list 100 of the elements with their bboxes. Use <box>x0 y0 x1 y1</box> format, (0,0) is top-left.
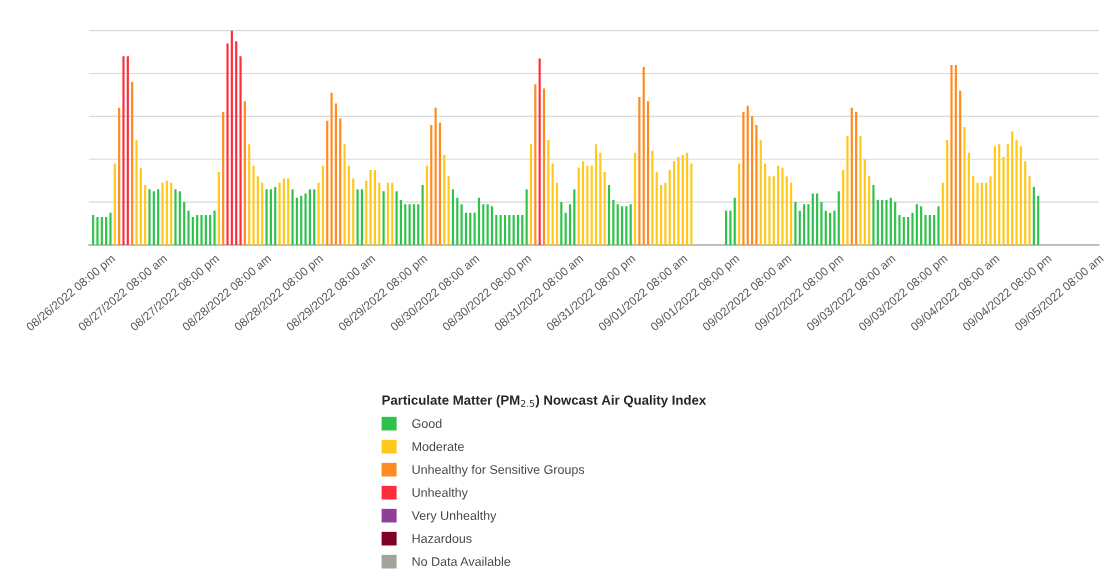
bar <box>560 202 563 245</box>
bar <box>846 135 849 245</box>
bar <box>469 212 472 245</box>
bar <box>551 163 554 245</box>
bar <box>157 189 160 245</box>
bar <box>235 41 238 245</box>
bar <box>612 199 615 245</box>
bar <box>629 204 632 245</box>
bar <box>876 199 879 245</box>
bar <box>447 176 450 245</box>
bar <box>555 182 559 245</box>
bar <box>508 214 511 245</box>
bar <box>980 182 983 245</box>
bar <box>473 212 476 245</box>
bar <box>850 107 853 245</box>
bar <box>1028 176 1031 245</box>
bar <box>460 204 463 245</box>
bar <box>131 82 134 245</box>
bar <box>724 210 728 245</box>
bar <box>243 101 246 245</box>
bar <box>868 176 871 245</box>
bar <box>174 189 177 245</box>
bar <box>252 165 255 245</box>
bar <box>729 210 732 245</box>
bar <box>421 184 424 245</box>
bar <box>790 182 793 245</box>
bar <box>521 214 524 245</box>
bar <box>985 182 988 245</box>
bar <box>937 206 940 245</box>
bar <box>378 182 381 245</box>
bar <box>738 163 741 245</box>
bar <box>330 92 333 245</box>
bar <box>386 182 390 245</box>
bar <box>287 178 290 245</box>
bar <box>339 118 342 245</box>
bar <box>581 161 585 245</box>
bar <box>568 204 572 245</box>
bar <box>187 210 190 245</box>
bar <box>382 191 385 245</box>
bar <box>573 189 576 245</box>
bar <box>816 193 819 245</box>
legend-label: Moderate <box>412 441 464 451</box>
bar <box>148 189 151 245</box>
bar <box>369 169 372 245</box>
bar <box>742 112 745 245</box>
bar <box>1032 187 1035 245</box>
bar <box>408 204 411 245</box>
bar <box>681 154 684 245</box>
bar <box>295 197 298 245</box>
bar <box>191 217 194 245</box>
bar <box>967 152 970 245</box>
bar <box>946 139 949 245</box>
legend-label: Hazardous <box>412 533 472 543</box>
bar <box>829 212 832 245</box>
bar <box>672 161 676 245</box>
bar <box>590 165 593 245</box>
bar <box>456 197 459 245</box>
bar <box>109 212 112 245</box>
bar <box>941 182 944 245</box>
bar <box>395 191 398 245</box>
bar <box>603 172 606 245</box>
bar <box>972 176 975 245</box>
bar <box>360 189 363 245</box>
bar <box>490 206 494 245</box>
bar <box>343 144 346 245</box>
bar <box>881 199 884 245</box>
bar <box>685 152 689 245</box>
bar <box>200 214 203 245</box>
bar <box>872 184 875 245</box>
bar <box>633 152 637 245</box>
bar <box>92 214 95 245</box>
bar <box>126 56 129 245</box>
bar <box>577 167 580 245</box>
bar <box>204 214 207 245</box>
bar <box>1006 144 1009 245</box>
bar <box>842 169 845 245</box>
bar <box>373 169 377 245</box>
bar <box>1015 139 1018 245</box>
bar <box>638 97 641 245</box>
bar <box>759 139 762 245</box>
bar <box>659 184 663 245</box>
bar <box>404 204 407 245</box>
bar <box>196 214 199 245</box>
bar <box>655 172 658 245</box>
legend-label: Very Unhealthy <box>411 510 497 523</box>
bar <box>924 214 927 245</box>
bar <box>529 144 533 245</box>
bar <box>824 210 827 245</box>
legend-label: Unhealthy for Sensitive Groups <box>412 464 585 477</box>
bar <box>798 210 801 245</box>
legend-label: No Data Available <box>412 556 511 566</box>
bar <box>772 176 775 245</box>
bar <box>1024 161 1027 245</box>
bar <box>347 165 350 245</box>
bar <box>482 204 485 245</box>
bar <box>477 197 481 245</box>
bar <box>430 124 433 245</box>
bar <box>417 204 420 245</box>
bar <box>1037 195 1040 245</box>
bar <box>139 167 142 245</box>
